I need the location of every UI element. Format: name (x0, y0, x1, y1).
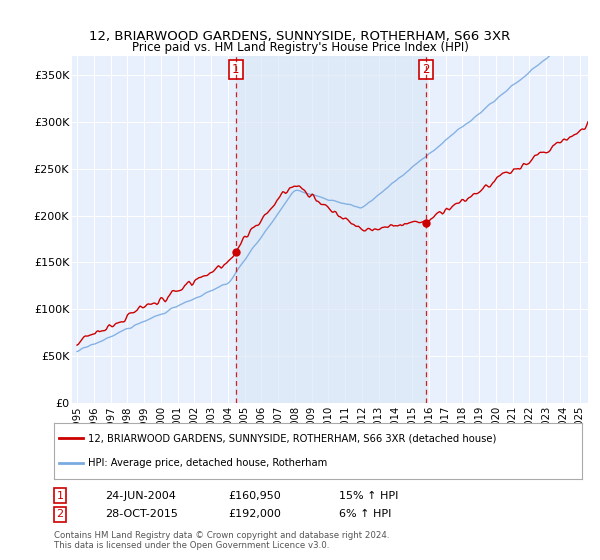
Text: 15% ↑ HPI: 15% ↑ HPI (339, 491, 398, 501)
Text: HPI: Average price, detached house, Rotherham: HPI: Average price, detached house, Roth… (88, 458, 328, 468)
Text: 12, BRIARWOOD GARDENS, SUNNYSIDE, ROTHERHAM, S66 3XR (detached house): 12, BRIARWOOD GARDENS, SUNNYSIDE, ROTHER… (88, 433, 497, 444)
Text: £160,950: £160,950 (228, 491, 281, 501)
Text: Price paid vs. HM Land Registry's House Price Index (HPI): Price paid vs. HM Land Registry's House … (131, 41, 469, 54)
Text: 2: 2 (56, 509, 64, 519)
Text: 24-JUN-2004: 24-JUN-2004 (105, 491, 176, 501)
Bar (236, 56, 426, 403)
Text: £192,000: £192,000 (228, 509, 281, 519)
Text: Contains HM Land Registry data © Crown copyright and database right 2024.
This d: Contains HM Land Registry data © Crown c… (54, 531, 389, 550)
Text: 12, BRIARWOOD GARDENS, SUNNYSIDE, ROTHERHAM, S66 3XR: 12, BRIARWOOD GARDENS, SUNNYSIDE, ROTHER… (89, 30, 511, 43)
Text: 2: 2 (422, 63, 430, 76)
Text: 6% ↑ HPI: 6% ↑ HPI (339, 509, 391, 519)
Text: 1: 1 (56, 491, 64, 501)
Text: 28-OCT-2015: 28-OCT-2015 (105, 509, 178, 519)
Text: 1: 1 (232, 63, 239, 76)
